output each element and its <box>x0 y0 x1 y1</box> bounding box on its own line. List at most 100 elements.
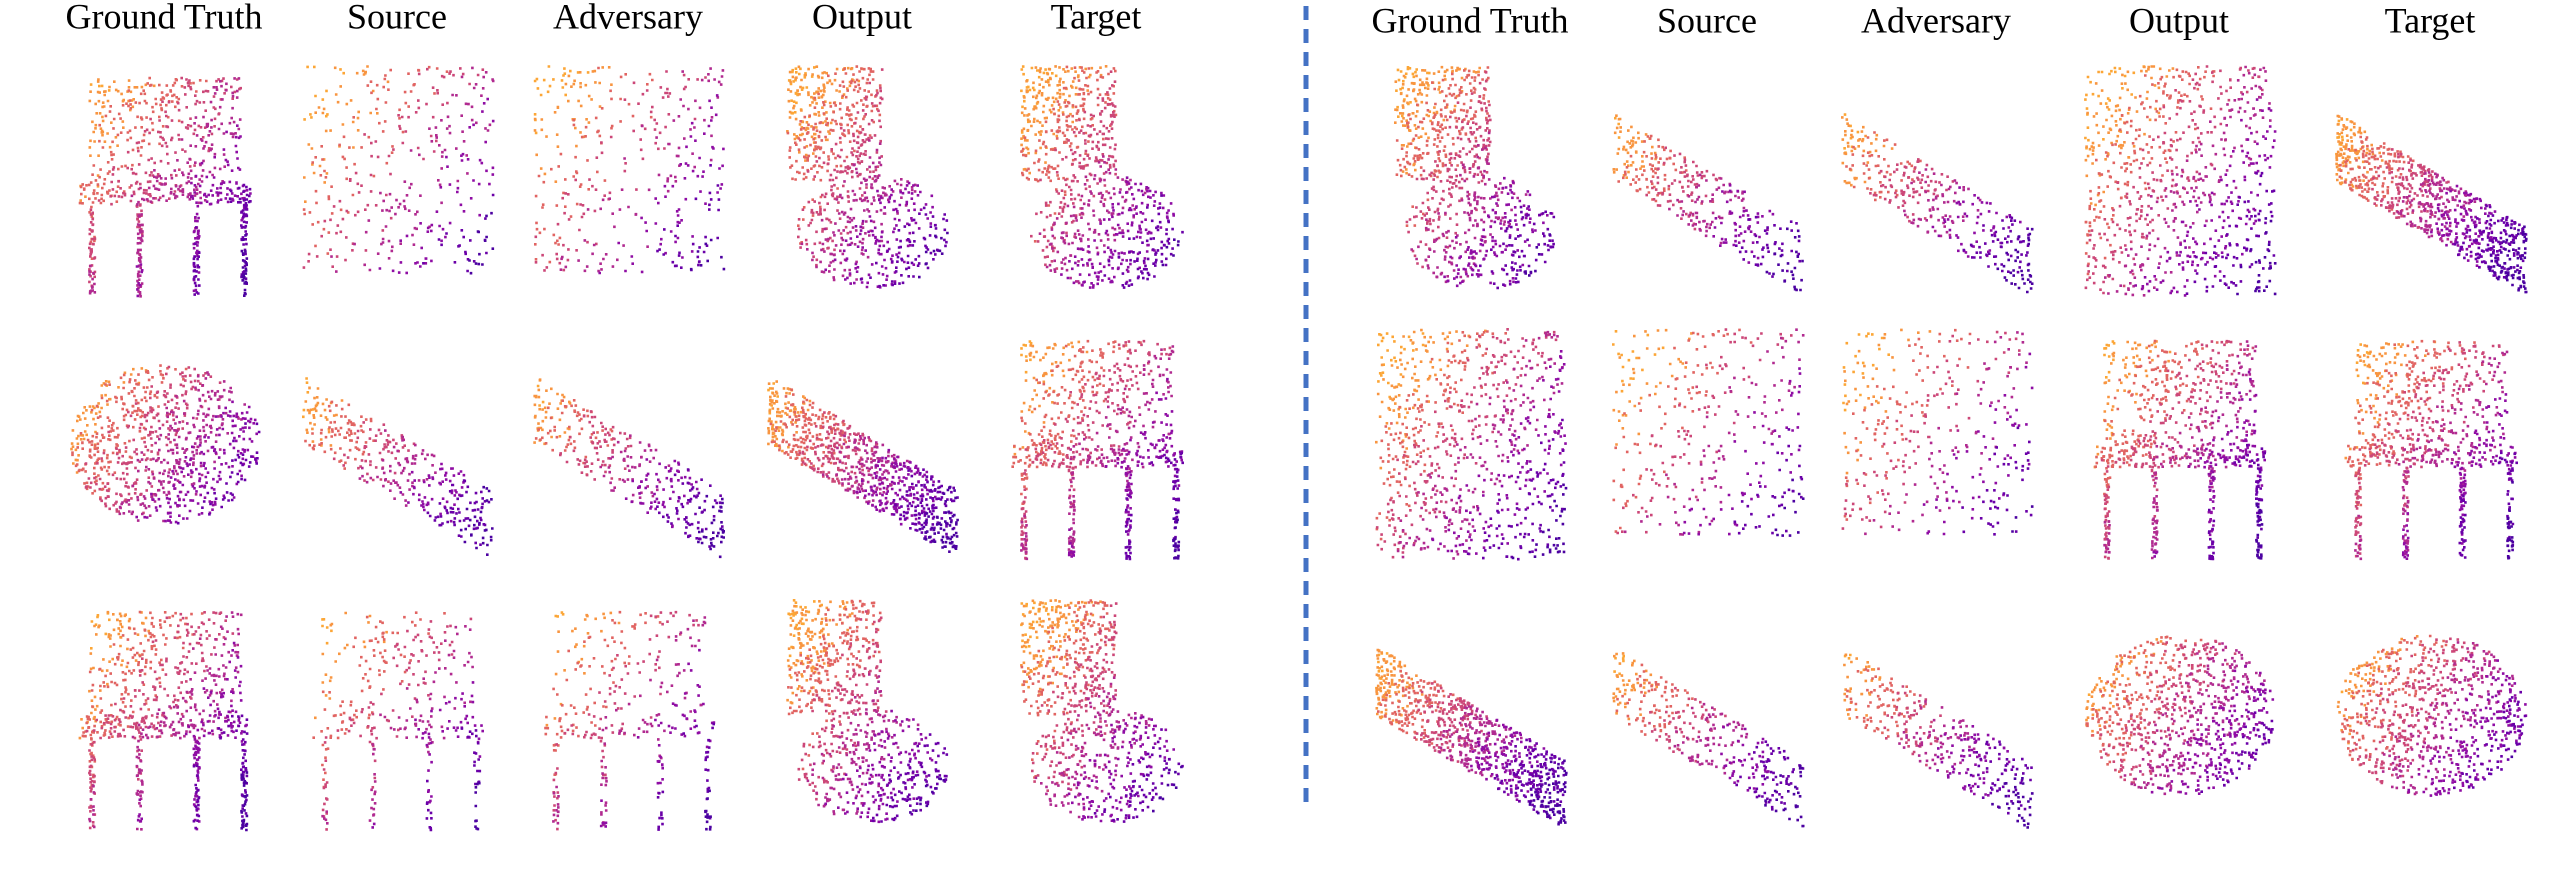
points <box>1961 426 2033 536</box>
points <box>240 771 249 832</box>
point-cloud <box>786 599 949 824</box>
points <box>656 468 724 548</box>
points <box>1020 599 1116 779</box>
points <box>1968 740 2033 815</box>
points <box>1375 328 1558 559</box>
points <box>1438 705 1523 778</box>
points <box>1673 702 1749 775</box>
points <box>85 611 235 830</box>
points <box>118 371 246 523</box>
points <box>1067 377 1184 558</box>
points <box>1020 340 1033 374</box>
column-header: Source <box>347 0 447 36</box>
points <box>1936 725 2011 797</box>
points <box>1377 332 1425 399</box>
points <box>1020 345 1175 561</box>
points <box>1841 330 2021 530</box>
points <box>1103 194 1184 289</box>
points <box>2338 135 2415 211</box>
points <box>1843 113 1860 154</box>
points <box>1614 116 1621 139</box>
points <box>1020 601 1058 649</box>
points <box>909 777 945 814</box>
points <box>2084 66 2216 276</box>
points <box>1764 764 1805 828</box>
points <box>2335 114 2384 190</box>
points <box>1375 328 1487 470</box>
point-cloud <box>533 65 726 275</box>
points <box>1466 418 1566 561</box>
column-header: Output <box>812 0 912 36</box>
points <box>892 468 959 544</box>
points <box>1841 116 1894 187</box>
points <box>806 673 920 816</box>
points <box>1375 652 1393 690</box>
points <box>2085 635 2203 773</box>
points <box>554 611 565 618</box>
points <box>1031 602 1118 792</box>
points <box>71 364 188 499</box>
points <box>1843 328 1932 475</box>
column-header: Target <box>1051 0 1142 36</box>
point-cloud <box>1375 648 1568 826</box>
point-cloud <box>533 378 725 559</box>
points <box>2084 65 2264 295</box>
point-cloud <box>2336 634 2528 797</box>
point-cloud <box>1841 328 2034 536</box>
point-cloud <box>1394 65 1556 290</box>
point-cloud <box>1843 653 2034 829</box>
column-header: Output <box>2129 0 2229 40</box>
points <box>1020 65 1118 243</box>
points <box>855 448 937 526</box>
points <box>1898 700 1981 773</box>
points <box>2255 502 2264 560</box>
point-cloud <box>2093 339 2267 561</box>
points <box>474 781 481 831</box>
points <box>2335 118 2353 156</box>
points <box>786 600 858 705</box>
column-header: Adversary <box>553 0 703 36</box>
points <box>533 378 572 446</box>
points <box>240 234 249 297</box>
column-header: Adversary <box>1861 0 2011 40</box>
points <box>1511 483 1568 560</box>
points <box>1996 227 2034 294</box>
points <box>399 462 466 523</box>
points <box>1060 176 1175 289</box>
points <box>2453 204 2528 280</box>
points <box>767 380 812 453</box>
points <box>1617 134 1688 203</box>
points <box>2401 393 2517 560</box>
points <box>1413 682 1488 763</box>
points <box>2340 690 2344 694</box>
points <box>821 434 911 512</box>
points <box>598 94 725 275</box>
points <box>1883 685 1942 767</box>
point-cloud <box>786 65 949 289</box>
points <box>1843 653 1882 720</box>
points <box>2103 340 2116 379</box>
points <box>2487 225 2528 294</box>
point-cloud <box>302 377 494 556</box>
points <box>1735 215 1801 282</box>
points <box>2123 642 2266 796</box>
column-header: Ground Truth <box>1371 0 1568 40</box>
points <box>1493 738 1566 820</box>
points <box>599 434 671 503</box>
points <box>304 400 375 470</box>
points <box>1931 186 2022 258</box>
points <box>544 610 662 795</box>
points <box>1020 65 1108 175</box>
points <box>697 494 725 559</box>
points <box>2371 148 2450 229</box>
points <box>2152 370 2267 558</box>
points <box>918 486 959 553</box>
points <box>2453 690 2527 790</box>
points <box>1470 718 1546 803</box>
points <box>1612 652 1658 721</box>
points <box>871 733 949 823</box>
point-cloud <box>1020 599 1184 823</box>
points <box>1720 723 1770 792</box>
point-cloud <box>70 364 261 525</box>
